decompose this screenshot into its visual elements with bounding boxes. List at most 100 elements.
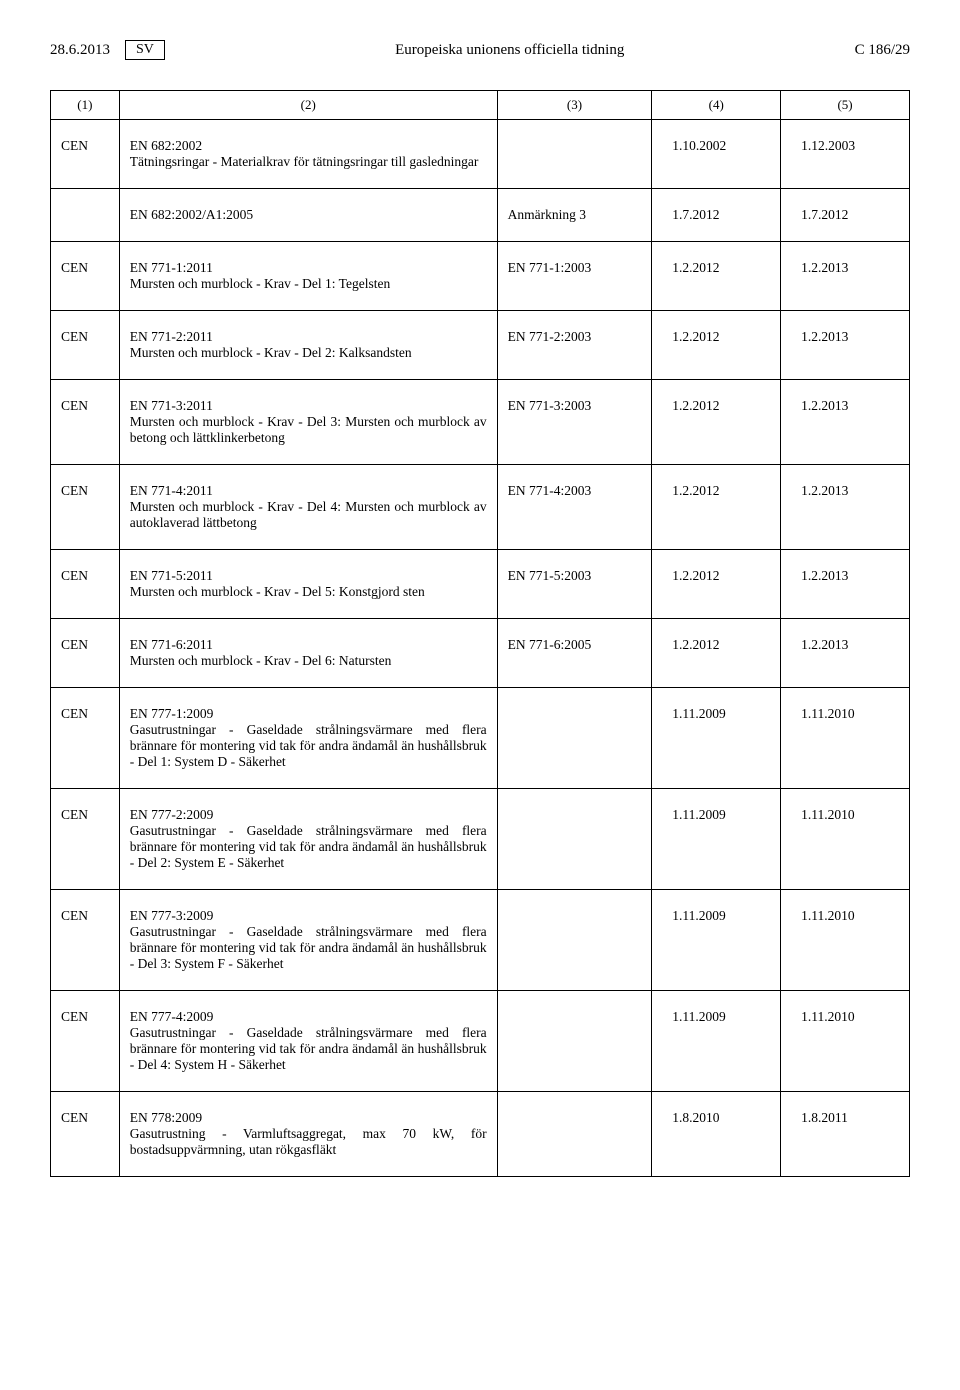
- cell-org: CEN: [51, 380, 120, 465]
- cell-date2: 1.11.2010: [781, 688, 910, 789]
- standard-title: Gasutrustningar - Gaseldade strålningsvä…: [130, 722, 487, 770]
- cell-ref: [497, 1092, 652, 1177]
- col-header-2: (2): [119, 91, 497, 120]
- cell-org: CEN: [51, 890, 120, 991]
- journal-title: Europeiska unionens officiella tidning: [165, 42, 855, 59]
- cell-date2: 1.11.2010: [781, 890, 910, 991]
- standard-code: EN 771-3:2011: [130, 398, 487, 414]
- col-header-4: (4): [652, 91, 781, 120]
- standard-code: EN 771-2:2011: [130, 329, 487, 345]
- cell-date1: 1.7.2012: [652, 189, 781, 242]
- table-row: CENEN 771-1:2011Mursten och murblock - K…: [51, 242, 910, 311]
- col-header-5: (5): [781, 91, 910, 120]
- cell-org: CEN: [51, 688, 120, 789]
- standard-title: Gasutrustningar - Gaseldade strålningsvä…: [130, 924, 487, 972]
- cell-standard: EN 771-4:2011Mursten och murblock - Krav…: [119, 465, 497, 550]
- header-date: 28.6.2013: [50, 42, 110, 59]
- cell-date2: 1.12.2003: [781, 120, 910, 189]
- cell-date1: 1.2.2012: [652, 550, 781, 619]
- cell-date2: 1.7.2012: [781, 189, 910, 242]
- table-row: CENEN 771-2:2011Mursten och murblock - K…: [51, 311, 910, 380]
- cell-date2: 1.2.2013: [781, 380, 910, 465]
- cell-ref: EN 771-6:2005: [497, 619, 652, 688]
- cell-standard: EN 771-1:2011Mursten och murblock - Krav…: [119, 242, 497, 311]
- table-row: CENEN 777-1:2009Gasutrustningar - Gaseld…: [51, 688, 910, 789]
- cell-date1: 1.2.2012: [652, 380, 781, 465]
- standard-title: Mursten och murblock - Krav - Del 1: Teg…: [130, 276, 487, 292]
- table-row: CENEN 777-4:2009Gasutrustningar - Gaseld…: [51, 991, 910, 1092]
- cell-date1: 1.2.2012: [652, 465, 781, 550]
- cell-org: CEN: [51, 991, 120, 1092]
- cell-standard: EN 682:2002/A1:2005: [119, 189, 497, 242]
- standard-title: Gasutrustningar - Gaseldade strålningsvä…: [130, 823, 487, 871]
- cell-ref: EN 771-3:2003: [497, 380, 652, 465]
- cell-standard: EN 682:2002Tätningsringar - Materialkrav…: [119, 120, 497, 189]
- standard-code: EN 778:2009: [130, 1110, 487, 1126]
- standard-code: EN 771-5:2011: [130, 568, 487, 584]
- standard-title: Mursten och murblock - Krav - Del 2: Kal…: [130, 345, 487, 361]
- cell-standard: EN 771-6:2011Mursten och murblock - Krav…: [119, 619, 497, 688]
- cell-ref: [497, 688, 652, 789]
- standard-title: Mursten och murblock - Krav - Del 5: Kon…: [130, 584, 487, 600]
- cell-date2: 1.2.2013: [781, 550, 910, 619]
- standard-title: Gasutrustningar - Gaseldade strålningsvä…: [130, 1025, 487, 1073]
- standard-code: EN 777-4:2009: [130, 1009, 487, 1025]
- table-row: CENEN 777-2:2009Gasutrustningar - Gaseld…: [51, 789, 910, 890]
- cell-standard: EN 777-3:2009Gasutrustningar - Gaseldade…: [119, 890, 497, 991]
- cell-org: CEN: [51, 242, 120, 311]
- cell-ref: [497, 890, 652, 991]
- cell-org: [51, 189, 120, 242]
- table-row: CENEN 778:2009Gasutrustning - Varmluftsa…: [51, 1092, 910, 1177]
- table-row: CENEN 771-3:2011Mursten och murblock - K…: [51, 380, 910, 465]
- standard-code: EN 777-2:2009: [130, 807, 487, 823]
- cell-date2: 1.8.2011: [781, 1092, 910, 1177]
- cell-standard: EN 777-1:2009Gasutrustningar - Gaseldade…: [119, 688, 497, 789]
- standard-code: EN 771-4:2011: [130, 483, 487, 499]
- standard-code: EN 771-1:2011: [130, 260, 487, 276]
- header-left: 28.6.2013 SV: [50, 40, 165, 60]
- cell-ref: Anmärkning 3: [497, 189, 652, 242]
- cell-date1: 1.2.2012: [652, 619, 781, 688]
- table-row: CEN EN 771-5:2011Mursten och murblock - K…: [51, 550, 910, 619]
- cell-org: CEN: [51, 789, 120, 890]
- cell-date1: 1.11.2009: [652, 890, 781, 991]
- cell-date1: 1.10.2002: [652, 120, 781, 189]
- standards-table: (1) (2) (3) (4) (5) CENEN 682:2002Tätnin…: [50, 90, 910, 1177]
- cell-org: CEN: [51, 120, 120, 189]
- cell-standard: EN 777-4:2009Gasutrustningar - Gaseldade…: [119, 991, 497, 1092]
- cell-standard: EN 777-2:2009Gasutrustningar - Gaseldade…: [119, 789, 497, 890]
- cell-date2: 1.2.2013: [781, 242, 910, 311]
- table-row: CENEN 771-4:2011Mursten och murblock - K…: [51, 465, 910, 550]
- cell-standard: EN 771-3:2011Mursten och murblock - Krav…: [119, 380, 497, 465]
- standard-code: EN 682:2002/A1:2005: [130, 207, 487, 223]
- cell-org: CEN: [51, 311, 120, 380]
- cell-date1: 1.11.2009: [652, 991, 781, 1092]
- cell-ref: EN 771-5:2003: [497, 550, 652, 619]
- standard-code: EN 777-1:2009: [130, 706, 487, 722]
- page-header: 28.6.2013 SV Europeiska unionens officie…: [50, 40, 910, 60]
- cell-ref: [497, 991, 652, 1092]
- page-number: C 186/29: [855, 42, 910, 59]
- standard-title: Mursten och murblock - Krav - Del 4: Mur…: [130, 499, 487, 531]
- cell-standard: EN 778:2009Gasutrustning - Varmluftsaggr…: [119, 1092, 497, 1177]
- standard-code: EN 682:2002: [130, 138, 487, 154]
- cell-date2: 1.11.2010: [781, 789, 910, 890]
- cell-date2: 1.2.2013: [781, 311, 910, 380]
- cell-ref: EN 771-4:2003: [497, 465, 652, 550]
- standard-title: Tätningsringar - Materialkrav för tätnin…: [130, 154, 487, 170]
- cell-date2: 1.2.2013: [781, 465, 910, 550]
- cell-org: CEN: [51, 550, 120, 619]
- cell-org: CEN: [51, 1092, 120, 1177]
- cell-ref: EN 771-1:2003: [497, 242, 652, 311]
- cell-date1: 1.8.2010: [652, 1092, 781, 1177]
- language-code: SV: [125, 40, 165, 60]
- cell-date1: 1.11.2009: [652, 789, 781, 890]
- cell-standard: EN 771-2:2011Mursten och murblock - Krav…: [119, 311, 497, 380]
- cell-ref: EN 771-2:2003: [497, 311, 652, 380]
- cell-org: CEN: [51, 465, 120, 550]
- cell-date1: 1.2.2012: [652, 242, 781, 311]
- col-header-3: (3): [497, 91, 652, 120]
- standard-title: Mursten och murblock - Krav - Del 6: Nat…: [130, 653, 487, 669]
- standard-code: EN 777-3:2009: [130, 908, 487, 924]
- standard-title: Gasutrustning - Varmluftsaggregat, max 7…: [130, 1126, 487, 1158]
